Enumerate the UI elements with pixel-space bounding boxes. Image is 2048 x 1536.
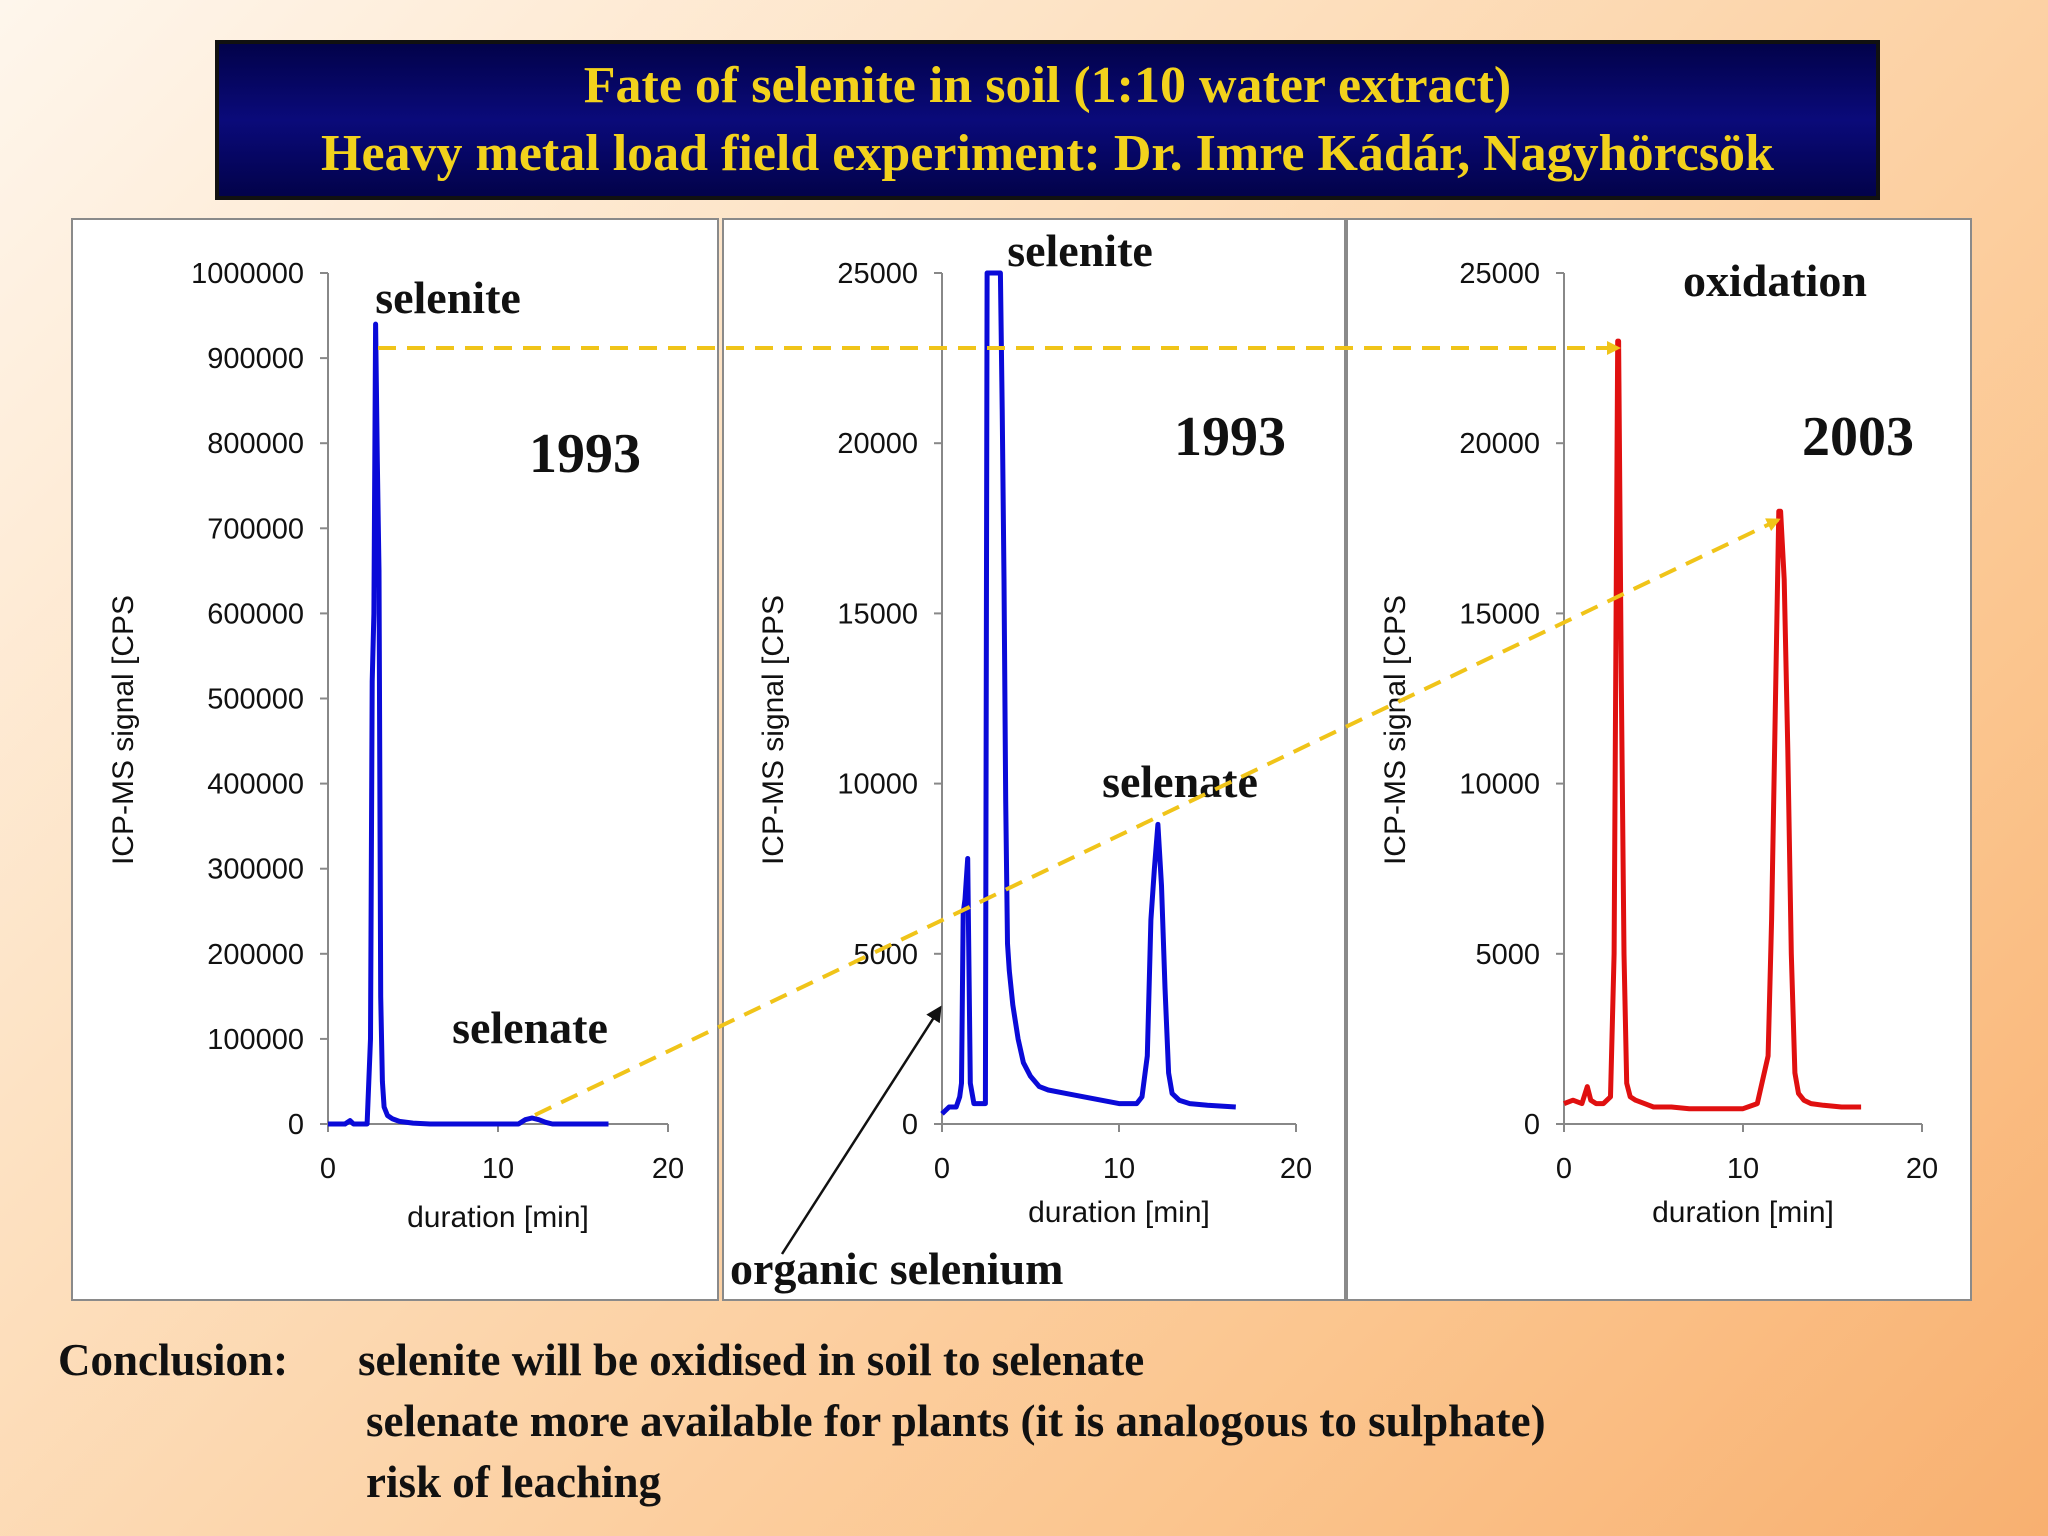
conclusion-line-3: risk of leaching xyxy=(366,1457,662,1507)
chart-panel-2 xyxy=(722,218,1346,1301)
conclusion-label: Conclusion: xyxy=(58,1335,289,1385)
conclusion-row-2: selenate more available for plants (it i… xyxy=(58,1391,1958,1452)
conclusion-row-3: risk of leaching xyxy=(58,1452,1958,1513)
title-banner: Fate of selenite in soil (1:10 water ext… xyxy=(215,40,1880,200)
conclusion-block: Conclusion: selenite will be oxidised in… xyxy=(58,1330,1958,1513)
conclusion-row-1: Conclusion: selenite will be oxidised in… xyxy=(58,1330,1958,1391)
title-line-2: Heavy metal load field experiment: Dr. I… xyxy=(321,125,1774,182)
title-line-1: Fate of selenite in soil (1:10 water ext… xyxy=(583,57,1512,114)
conclusion-line-1: selenite will be oxidised in soil to sel… xyxy=(358,1335,1145,1385)
conclusion-line-2: selenate more available for plants (it i… xyxy=(366,1396,1546,1446)
chart-panel-3 xyxy=(1346,218,1972,1301)
chart-panel-1 xyxy=(71,218,719,1301)
